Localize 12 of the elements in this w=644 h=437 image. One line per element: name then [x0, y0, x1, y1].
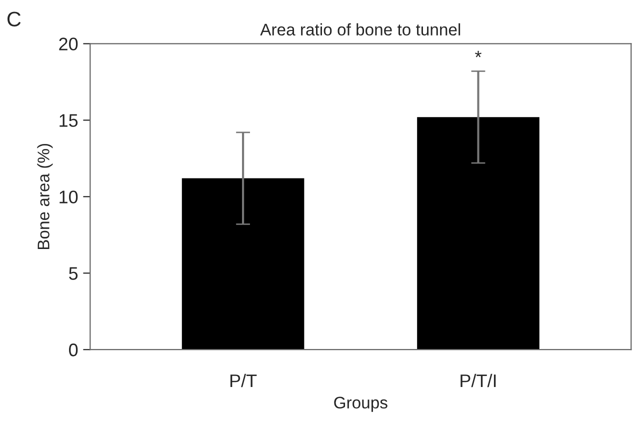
text: C [8, 12, 21, 26]
chart-title: Area ratio of bone to tunnel [260, 23, 460, 36]
x-axis-title: Groups [334, 396, 388, 412]
x-tick-label: P/T/I [460, 374, 496, 388]
y-tick-label: 20 [59, 38, 78, 50]
y-tick-label: 5 [69, 267, 78, 280]
y-tick-label: 15 [60, 114, 78, 127]
y-tick-label: 0 [69, 344, 78, 356]
y-tick-label: 10 [60, 190, 78, 204]
annotation: * [475, 50, 482, 58]
x-tick-label: P/T [230, 374, 257, 388]
y-axis-title: Bone area (%) [37, 144, 53, 250]
